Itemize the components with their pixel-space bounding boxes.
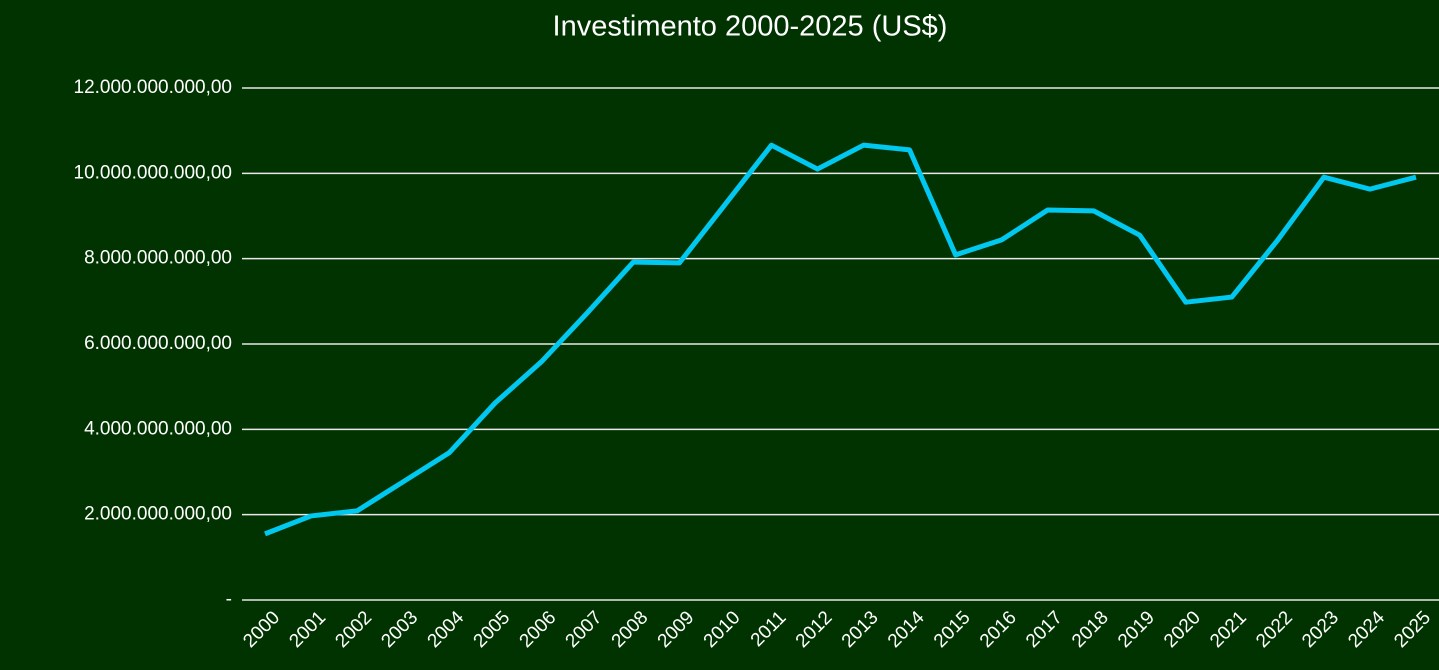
data-line (264, 142, 1417, 537)
y-tick-label: 4.000.000.000,00 (84, 418, 232, 439)
y-tick-label: 8.000.000.000,00 (84, 248, 232, 269)
y-tick-label: 12.000.000.000,00 (74, 77, 233, 98)
y-tick-label: - (226, 589, 232, 610)
chart-title: Investimento 2000-2025 (US$) (553, 11, 948, 43)
y-tick-label: 6.000.000.000,00 (84, 333, 232, 354)
y-tick-label: 2.000.000.000,00 (84, 504, 232, 525)
y-tick-label: 10.000.000.000,00 (74, 162, 233, 183)
